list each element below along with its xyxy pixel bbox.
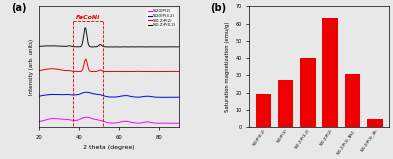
Bar: [278, 80, 294, 127]
Y-axis label: Intensity (arb. units): Intensity (arb. units): [29, 39, 34, 95]
X-axis label: 2 theta (degree): 2 theta (degree): [83, 145, 135, 150]
S(0.2)P(2): [177, 70, 182, 72]
Line: S(0.2)P(0.2): S(0.2)P(0.2): [39, 28, 179, 47]
Line: S(20)P(2): S(20)P(2): [39, 117, 179, 123]
Text: (a): (a): [11, 3, 27, 13]
Bar: [323, 18, 338, 127]
S(0.2)P(0.2): [101, 46, 106, 48]
S(20)P(3.2): [172, 97, 177, 98]
S(20)P(2): [44, 119, 49, 121]
S(0.2)P(2): [101, 71, 106, 73]
S(0.2)P(0.2): [105, 46, 110, 48]
S(20)P(3.2): [101, 95, 106, 97]
S(0.2)P(2): [106, 71, 111, 73]
S(20)P(2): [105, 122, 110, 124]
Bar: [300, 58, 316, 127]
S(20)P(2): [101, 121, 106, 122]
Bar: [255, 94, 271, 127]
S(20)P(2): [157, 122, 162, 124]
Bar: [367, 119, 383, 127]
S(0.2)P(0.2): [83, 27, 88, 29]
S(0.2)P(2): [44, 68, 49, 70]
S(0.2)P(0.2): [118, 46, 122, 48]
Legend: S(20)P(2), S(20)P(3.2), S(0.2)P(2), S(0.2)P(0.2): S(20)P(2), S(20)P(3.2), S(0.2)P(2), S(0.…: [147, 8, 177, 28]
Text: (b): (b): [210, 3, 226, 13]
S(20)P(3.2): [44, 94, 49, 96]
Y-axis label: Saturation magnetization (emu/g): Saturation magnetization (emu/g): [225, 21, 230, 112]
S(20)P(3.2): [173, 96, 178, 98]
S(20)P(2): [147, 121, 152, 123]
S(20)P(2): [84, 116, 89, 118]
S(0.2)P(0.2): [173, 46, 178, 48]
S(20)P(3.2): [85, 91, 90, 93]
S(20)P(2): [177, 122, 182, 124]
S(0.2)P(0.2): [147, 46, 152, 48]
S(0.2)P(2): [83, 58, 88, 60]
S(20)P(2): [173, 122, 178, 124]
S(20)P(3.2): [177, 96, 182, 98]
Bar: [345, 74, 360, 127]
S(20)P(2): [37, 121, 42, 122]
S(20)P(3.2): [173, 96, 178, 98]
Line: S(20)P(3.2): S(20)P(3.2): [39, 92, 179, 97]
S(0.2)P(2): [37, 69, 42, 71]
Text: FeCoNi: FeCoNi: [76, 15, 100, 20]
S(20)P(3.2): [105, 96, 110, 98]
S(20)P(2): [173, 122, 178, 124]
Line: S(0.2)P(2): S(0.2)P(2): [39, 59, 179, 72]
S(0.2)P(2): [173, 70, 178, 72]
S(0.2)P(2): [173, 70, 178, 72]
S(0.2)P(2): [105, 71, 110, 73]
S(0.2)P(0.2): [37, 45, 42, 47]
S(20)P(3.2): [37, 95, 42, 97]
S(0.2)P(0.2): [173, 46, 178, 48]
S(0.2)P(0.2): [44, 45, 49, 47]
S(0.2)P(0.2): [177, 46, 182, 48]
S(0.2)P(2): [147, 71, 152, 73]
S(20)P(3.2): [147, 95, 152, 97]
